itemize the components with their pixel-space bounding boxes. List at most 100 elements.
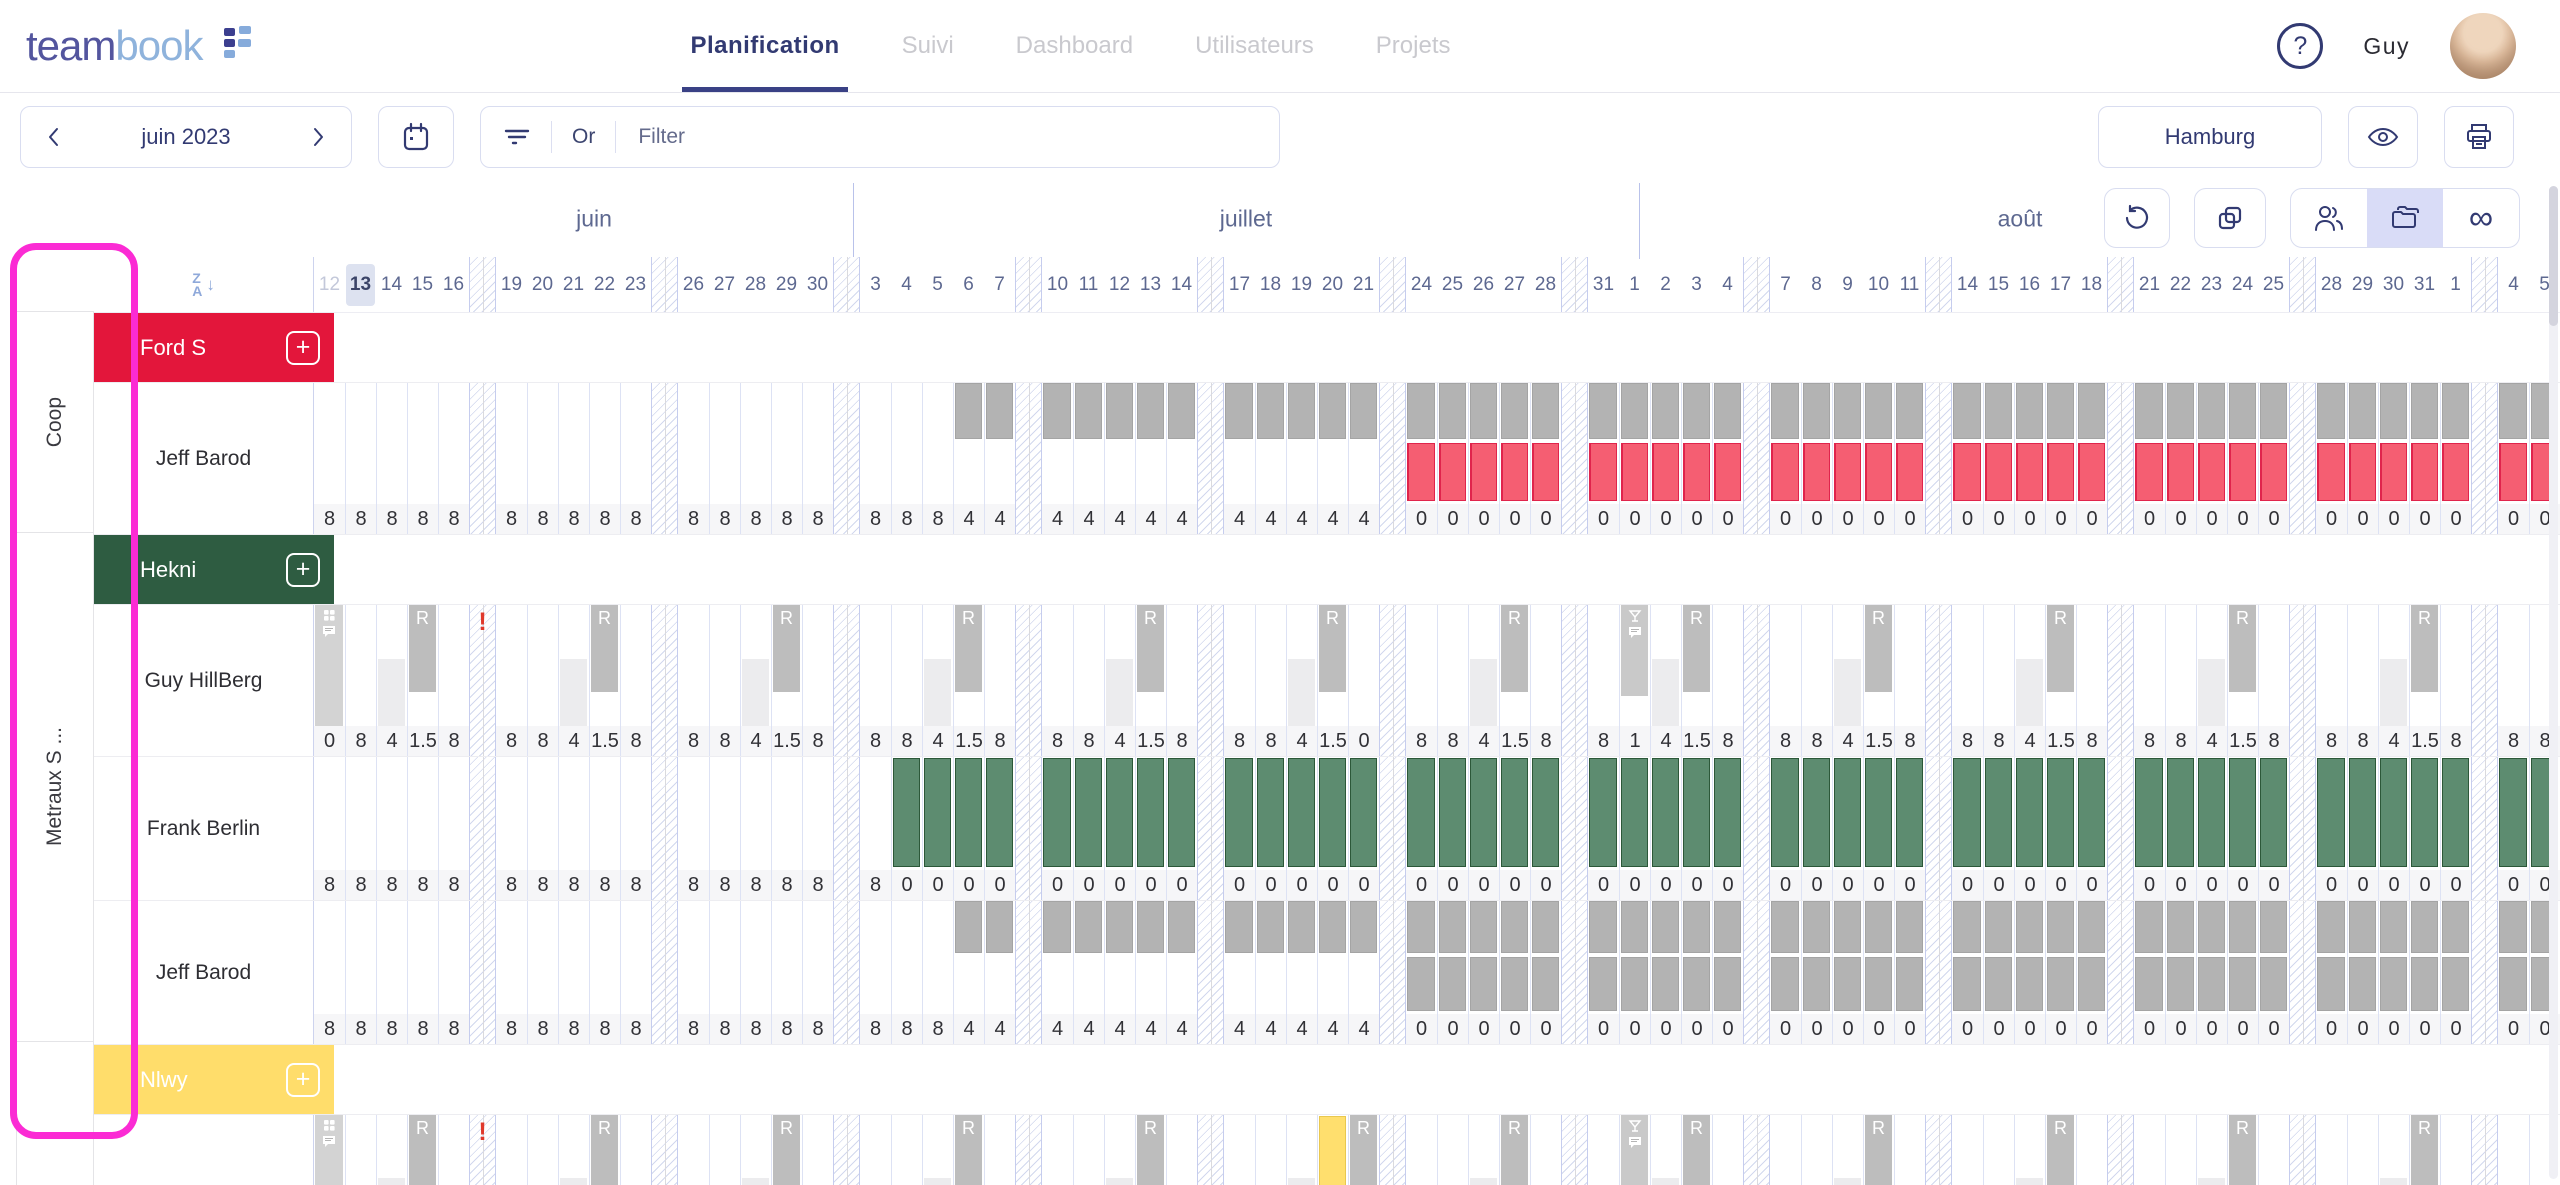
booking-bar-red[interactable]: [1771, 442, 1799, 501]
planner-cell[interactable]: 8: [1983, 605, 2014, 756]
planner-cell[interactable]: 8: [891, 605, 922, 756]
booking-bar-gray-other[interactable]: [1106, 383, 1133, 439]
person-name[interactable]: Guy HillBerg: [144, 668, 263, 692]
booking-bar-green[interactable]: [1589, 758, 1617, 867]
booking-bar-gray-other[interactable]: [2260, 901, 2287, 953]
booking-bar-gray[interactable]: [1532, 956, 1559, 1011]
project-header[interactable]: Ford S +: [94, 313, 334, 382]
capacity-bar-pale[interactable]: [1288, 1177, 1315, 1185]
planner-cell[interactable]: 0: [2134, 901, 2165, 1044]
planner-cell[interactable]: 8: [2076, 605, 2107, 756]
planner-cell[interactable]: 8: [407, 383, 438, 534]
planner-cell[interactable]: 0: [1681, 757, 1712, 900]
planner-cell[interactable]: 0: [2165, 901, 2196, 1044]
booking-bar-gray-other[interactable]: [1470, 901, 1497, 953]
capacity-bar-pale[interactable]: [924, 1177, 951, 1185]
booking-bar-gray-other[interactable]: [1985, 901, 2012, 953]
teambook-logo[interactable]: teambook: [26, 0, 258, 92]
planner-cell[interactable]: 4: [1224, 901, 1255, 1044]
planner-cell[interactable]: 4: [1286, 605, 1317, 756]
planner-cell[interactable]: 8: [496, 757, 527, 900]
planner-cell[interactable]: 8: [345, 1115, 376, 1185]
planner-cell[interactable]: 0: [1530, 901, 1561, 1044]
planner-cell[interactable]: 8: [1712, 605, 1743, 756]
planner-cell[interactable]: 8: [1255, 605, 1286, 756]
planner-cell[interactable]: 8: [860, 605, 891, 756]
planner-cell[interactable]: 0: [891, 757, 922, 900]
booking-bar-green[interactable]: [1532, 758, 1559, 867]
print-button[interactable]: [2444, 106, 2514, 168]
planner-cell[interactable]: 0: [2165, 757, 2196, 900]
planner-cell[interactable]: 0: [1437, 383, 1468, 534]
planner-cell[interactable]: 8: [1770, 1115, 1801, 1185]
reservation-bar[interactable]: R: [955, 605, 982, 693]
planner-cell[interactable]: 0: [2045, 383, 2076, 534]
booking-bar-gray-other[interactable]: [1865, 901, 1892, 953]
planner-cell[interactable]: 0: [1712, 901, 1743, 1044]
booking-bar-gray[interactable]: [1589, 956, 1617, 1011]
planner-cell[interactable]: 4: [922, 605, 953, 756]
planner-cell[interactable]: 8: [345, 383, 376, 534]
booking-bar-red[interactable]: [1953, 442, 1981, 501]
planner-cell[interactable]: 0: [2045, 757, 2076, 900]
planner-cell[interactable]: 0: [1770, 383, 1801, 534]
booking-bar-red[interactable]: [2167, 442, 2194, 501]
reservation-bar[interactable]: R: [1865, 1115, 1892, 1185]
booking-bar-gray[interactable]: [2499, 956, 2527, 1011]
planner-cell[interactable]: 4: [1104, 605, 1135, 756]
booking-bar-green[interactable]: [2016, 758, 2043, 867]
booking-bar-gray-other[interactable]: [2349, 383, 2376, 439]
booking-bar-gray[interactable]: [2317, 956, 2345, 1011]
booking-bar-gray-other[interactable]: [2229, 901, 2256, 953]
booking-bar-gray-other[interactable]: [1319, 383, 1346, 439]
booking-bar-red[interactable]: [1803, 442, 1830, 501]
planner-cell[interactable]: 8: [771, 901, 802, 1044]
booking-bar-red[interactable]: [2135, 442, 2163, 501]
planner-cell[interactable]: 0: [1042, 757, 1073, 900]
booking-bar-gray-other[interactable]: [2078, 383, 2105, 439]
booking-bar-gray-other[interactable]: [1532, 383, 1559, 439]
planner-cell[interactable]: 0: [1952, 383, 1983, 534]
planner-cell[interactable]: 8: [314, 757, 345, 900]
planner-cell[interactable]: 8: [2498, 1115, 2529, 1185]
planner-cell[interactable]: 8: [1894, 605, 1925, 756]
booking-bar-red[interactable]: [1683, 442, 1710, 501]
planner-cell[interactable]: 0: [1286, 757, 1317, 900]
booking-bar-gray-other[interactable]: [1714, 383, 1741, 439]
tab-suivi[interactable]: Suivi: [901, 32, 954, 59]
booking-bar-gray-other[interactable]: [1501, 383, 1528, 439]
booking-bar-gray-other[interactable]: [955, 383, 982, 439]
booking-bar-green[interactable]: [2411, 758, 2438, 867]
planner-cell[interactable]: 8: [740, 901, 771, 1044]
planner-cell[interactable]: 0: [2134, 757, 2165, 900]
planner-cell[interactable]: 8: [1952, 1115, 1983, 1185]
planner-cell[interactable]: 4: [2196, 605, 2227, 756]
vacation-bar[interactable]: [1621, 1115, 1648, 1185]
planner-cell[interactable]: 0: [1619, 383, 1650, 534]
capacity-bar-pale[interactable]: [1652, 659, 1679, 726]
planner-cell[interactable]: 8: [496, 1115, 527, 1185]
capacity-bar-pale[interactable]: [560, 659, 587, 726]
planner-cell[interactable]: 0: [1499, 901, 1530, 1044]
reservation-bar[interactable]: R: [2229, 605, 2256, 693]
planner-cell[interactable]: 0: [1104, 757, 1135, 900]
booking-bar-gray-other[interactable]: [1225, 383, 1253, 439]
booking-bar-gray[interactable]: [1803, 956, 1830, 1011]
booking-bar-red[interactable]: [1439, 442, 1466, 501]
planner-cell[interactable]: 8: [802, 605, 833, 756]
planner-cell[interactable]: 8: [678, 757, 709, 900]
planner-cell[interactable]: 0: [1801, 757, 1832, 900]
planner-cell[interactable]: R1.5: [1499, 1115, 1530, 1185]
booking-bar-gray-other[interactable]: [1137, 901, 1164, 953]
planner-cell[interactable]: 8: [2165, 1115, 2196, 1185]
planner-cell[interactable]: 4: [1650, 1115, 1681, 1185]
capacity-bar-pale[interactable]: [1106, 1177, 1133, 1185]
capacity-bar-pale[interactable]: [560, 1177, 587, 1185]
person-name[interactable]: Guy HillBerg: [94, 1115, 313, 1185]
planner-cell[interactable]: 0: [1983, 383, 2014, 534]
booking-bar-gray[interactable]: [1985, 956, 2012, 1011]
booking-bar-green[interactable]: [1985, 758, 2012, 867]
user-avatar[interactable]: [2450, 13, 2516, 79]
